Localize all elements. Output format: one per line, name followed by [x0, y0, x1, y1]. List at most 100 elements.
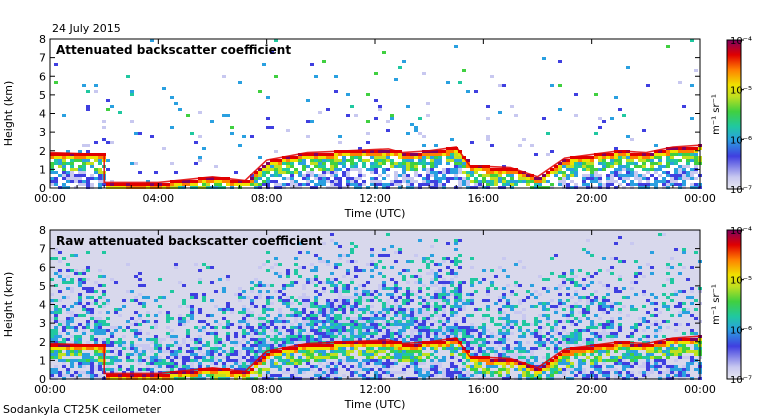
- heat-cell: [226, 308, 230, 311]
- heat-cell: [314, 347, 318, 350]
- heat-cell: [562, 335, 566, 338]
- heat-cell: [86, 308, 90, 311]
- heat-cell: [466, 356, 470, 359]
- heat-cell: [642, 362, 646, 365]
- heat-cell: [158, 365, 162, 368]
- heat-cell: [262, 174, 266, 177]
- heat-cell: [502, 347, 506, 350]
- colorbar: [726, 229, 742, 380]
- heat-cell: [318, 329, 322, 332]
- heat-cell: [634, 362, 638, 365]
- heat-cell: [146, 344, 150, 347]
- heat-cell: [542, 180, 546, 183]
- heat-cell: [138, 302, 142, 305]
- heat-cell: [634, 344, 638, 347]
- heat-cell: [214, 341, 218, 344]
- heat-cell: [350, 251, 354, 254]
- heat-cell: [558, 299, 562, 302]
- heat-cell: [506, 347, 510, 350]
- heat-cell: [70, 335, 74, 338]
- heat-cell: [78, 323, 82, 326]
- heat-cell: [398, 296, 402, 299]
- heat-cell: [638, 323, 642, 326]
- heat-cell: [582, 296, 586, 299]
- heat-cell: [270, 51, 274, 54]
- heat-cell: [266, 251, 270, 254]
- heat-cell: [454, 177, 458, 180]
- heat-cell: [618, 260, 622, 263]
- heat-cell: [106, 341, 110, 344]
- heat-cell: [558, 305, 562, 308]
- heat-cell: [366, 132, 370, 135]
- heat-cell: [354, 296, 358, 299]
- heat-cell: [282, 320, 286, 323]
- heat-cell: [690, 84, 694, 87]
- heat-cell: [58, 165, 62, 168]
- heat-cell: [438, 269, 442, 272]
- heat-cell: [582, 359, 586, 362]
- heat-cell: [534, 317, 538, 320]
- heat-cell: [386, 362, 390, 365]
- heat-cell: [106, 99, 110, 102]
- heat-cell: [190, 365, 194, 368]
- heat-cell: [478, 168, 482, 171]
- heat-cell: [570, 320, 574, 323]
- heat-cell: [274, 150, 278, 153]
- heat-cell: [150, 39, 154, 42]
- heat-cell: [334, 344, 338, 347]
- heat-cell: [434, 299, 438, 302]
- heat-cell: [262, 323, 266, 326]
- heat-cell: [198, 371, 202, 374]
- heat-cell: [434, 272, 438, 275]
- heat-cell: [82, 332, 86, 335]
- heat-cell: [366, 293, 370, 296]
- heat-cell: [358, 323, 362, 326]
- heat-cell: [690, 174, 694, 177]
- heat-cell: [358, 284, 362, 287]
- heat-cell: [138, 353, 142, 356]
- heat-cell: [530, 368, 534, 371]
- heat-cell: [266, 341, 270, 344]
- heat-cell: [78, 344, 82, 347]
- heat-cell: [266, 371, 270, 374]
- heat-cell: [302, 287, 306, 290]
- heat-cell: [578, 353, 582, 356]
- heat-cell: [606, 311, 610, 314]
- heat-cell: [434, 183, 438, 186]
- y-tick-label: 7: [39, 52, 46, 65]
- heat-cell: [246, 323, 250, 326]
- heat-cell: [382, 356, 386, 359]
- heat-cell: [674, 338, 678, 341]
- heat-cell: [510, 177, 514, 180]
- heat-cell: [410, 290, 414, 293]
- heat-cell: [246, 180, 250, 183]
- heat-cell: [566, 332, 570, 335]
- heat-cell: [70, 305, 74, 308]
- heat-cell: [578, 299, 582, 302]
- heat-cell: [438, 159, 442, 162]
- heat-cell: [318, 359, 322, 362]
- heat-cell: [386, 129, 390, 132]
- heat-cell: [366, 305, 370, 308]
- heat-cell: [342, 296, 346, 299]
- heat-cell: [446, 293, 450, 296]
- heat-cell: [506, 299, 510, 302]
- heat-cell: [258, 335, 262, 338]
- heat-cell: [358, 269, 362, 272]
- heat-cell: [646, 347, 650, 350]
- heat-cell: [362, 362, 366, 365]
- heat-cell: [306, 338, 310, 341]
- heat-cell: [366, 323, 370, 326]
- heat-cell: [518, 368, 522, 371]
- heat-cell: [370, 156, 374, 159]
- heat-cell: [542, 344, 546, 347]
- heat-cell: [442, 320, 446, 323]
- heat-cell: [90, 162, 94, 165]
- heat-cell: [314, 356, 318, 359]
- heat-cell: [598, 344, 602, 347]
- heat-cell: [554, 365, 558, 368]
- heat-cell: [226, 335, 230, 338]
- heat-cell: [602, 165, 606, 168]
- heat-cell: [630, 365, 634, 368]
- heat-cell: [594, 168, 598, 171]
